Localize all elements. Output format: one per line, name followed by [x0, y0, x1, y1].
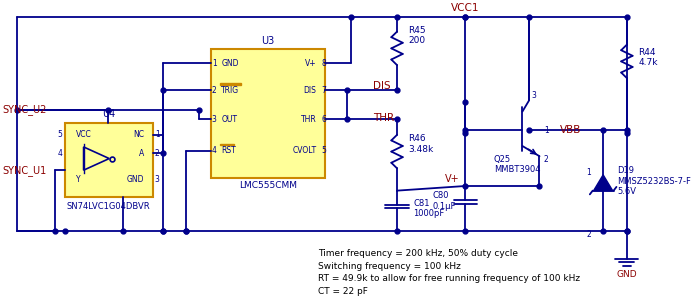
Bar: [64, 123, 153, 197]
Text: VCC1: VCC1: [452, 3, 480, 13]
Text: R45
200: R45 200: [408, 26, 426, 45]
Text: LMC555CMM: LMC555CMM: [239, 182, 297, 191]
Bar: [211, 49, 325, 178]
Polygon shape: [594, 175, 612, 191]
Text: NC: NC: [134, 130, 144, 139]
Text: 5: 5: [58, 130, 63, 139]
Text: 7: 7: [321, 86, 326, 95]
Bar: [220, 83, 241, 85]
Text: 3: 3: [155, 175, 160, 184]
Text: OUT: OUT: [221, 115, 237, 123]
Text: 4: 4: [58, 149, 63, 158]
Text: 5: 5: [321, 146, 326, 155]
Bar: [220, 144, 234, 145]
Text: U3: U3: [261, 36, 274, 46]
Text: R46
3.48k: R46 3.48k: [408, 135, 434, 154]
Text: CVOLT: CVOLT: [292, 146, 316, 155]
Text: U4: U4: [102, 109, 115, 119]
Text: Q25
MMBT3904: Q25 MMBT3904: [494, 155, 540, 174]
Text: C80
0.1μF: C80 0.1μF: [432, 191, 456, 211]
Text: 3: 3: [211, 115, 216, 123]
Text: SYNC_U1: SYNC_U1: [2, 165, 46, 175]
Text: C81
1000pF: C81 1000pF: [413, 199, 444, 218]
Text: 1: 1: [212, 59, 216, 68]
Text: V+: V+: [304, 59, 316, 68]
Text: 3: 3: [532, 91, 537, 100]
Text: DIS: DIS: [303, 86, 316, 95]
Text: Timer frequency = 200 kHz, 50% duty cycle
Switching frequency = 100 kHz
RT = 49.: Timer frequency = 200 kHz, 50% duty cycl…: [318, 249, 580, 296]
Text: A: A: [139, 149, 144, 158]
Text: 1: 1: [544, 126, 549, 135]
Text: GND: GND: [127, 175, 144, 184]
Text: SN74LVC1G04DBVR: SN74LVC1G04DBVR: [66, 202, 150, 211]
Text: 6: 6: [321, 115, 326, 123]
Text: RST: RST: [221, 146, 236, 155]
Text: 2: 2: [155, 149, 160, 158]
Text: GND: GND: [221, 59, 239, 68]
Text: D19
MMSZ5232BS-7-F
5.6V: D19 MMSZ5232BS-7-F 5.6V: [617, 166, 692, 196]
Text: 1: 1: [155, 130, 160, 139]
Text: THR: THR: [300, 115, 316, 123]
Text: VCC: VCC: [76, 130, 92, 139]
Text: 1: 1: [586, 168, 591, 177]
Text: 4: 4: [211, 146, 216, 155]
Text: Y: Y: [76, 175, 80, 184]
Text: 2: 2: [543, 155, 548, 164]
Text: 2: 2: [586, 230, 591, 239]
Text: SYNC_U2: SYNC_U2: [2, 104, 46, 115]
Text: 2: 2: [212, 86, 216, 95]
Text: R44
4.7k: R44 4.7k: [638, 48, 658, 67]
Text: TRIG: TRIG: [221, 86, 239, 95]
Text: GND: GND: [617, 270, 637, 279]
Text: V+: V+: [444, 175, 459, 185]
Text: DIS: DIS: [373, 81, 391, 91]
Text: THR: THR: [373, 113, 394, 123]
Text: 8: 8: [321, 59, 326, 68]
Text: VBB: VBB: [559, 125, 581, 135]
